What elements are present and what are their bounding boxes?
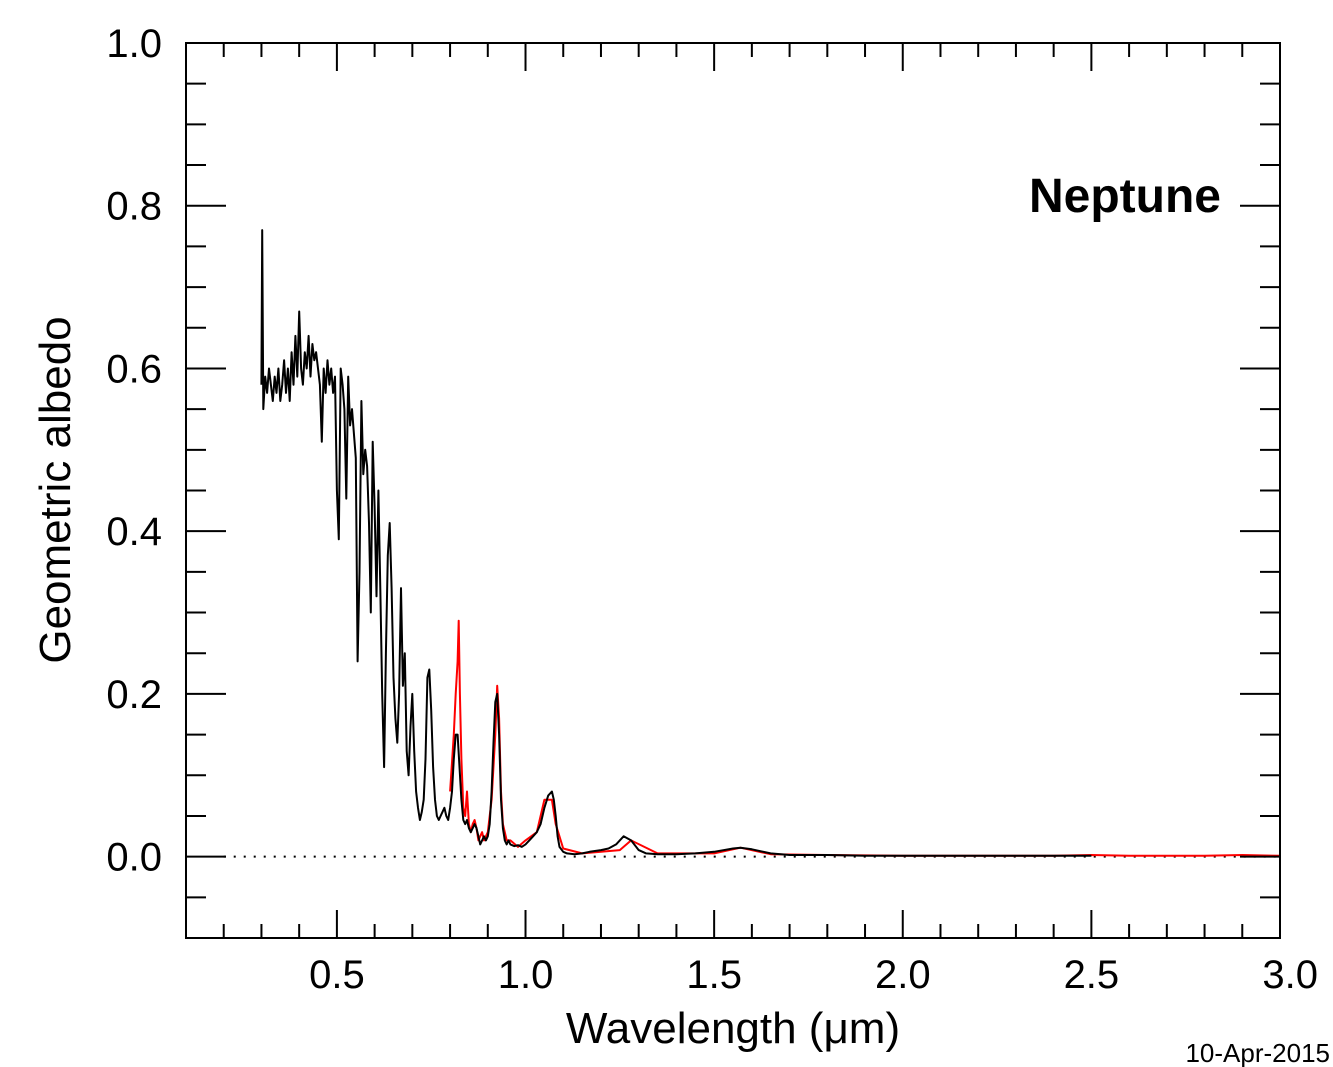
y-tick-label: 0.4 [106,510,162,554]
date-stamp: 10-Apr-2015 [1185,1038,1330,1067]
y-tick-label: 0.2 [106,673,162,717]
tick-layer [186,43,1280,938]
y-tick-label: 0.6 [106,347,162,391]
x-axis-label: Wavelength (μm) [566,1004,900,1053]
x-tick-labels: 0.5 1.0 1.5 2.0 2.5 3.0 [309,953,1318,997]
y-axis-label: Geometric albedo [31,316,80,663]
x-tick-label: 2.0 [875,953,931,997]
series-layer [260,229,1281,857]
planet-annotation: Neptune [1029,170,1221,223]
x-tick-label: 1.5 [686,953,742,997]
y-tick-label: 1.0 [106,22,162,66]
series-line-1 [449,619,1281,857]
y-tick-label: 0.0 [106,836,162,880]
x-tick-label: 1.0 [498,953,554,997]
x-tick-label: 3.0 [1262,953,1318,997]
series-line-2 [260,229,1092,857]
y-tick-label: 0.8 [106,185,162,229]
x-tick-label: 2.5 [1064,953,1120,997]
plot-area [185,42,1281,939]
x-tick-label: 0.5 [309,953,365,997]
y-tick-labels: 0.0 0.2 0.4 0.6 0.8 1.0 [106,22,162,880]
